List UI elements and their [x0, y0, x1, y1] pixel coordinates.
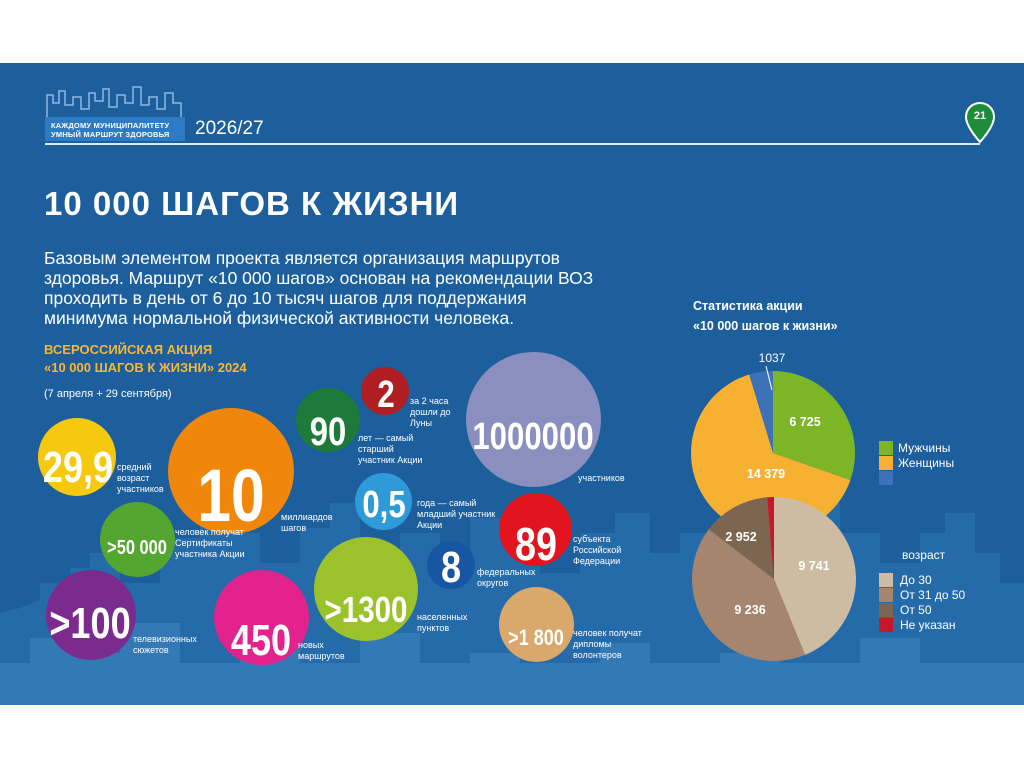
bubble-youngest-value: 0,5: [362, 484, 406, 526]
legend-swatch-men: [879, 441, 893, 455]
bubble-moon-label: за 2 часа дошли до Луны: [410, 396, 451, 428]
pie2-slice-over50: [708, 497, 774, 579]
legend-unknown: Не указан: [900, 618, 956, 632]
bubble-steps-value: 10: [197, 454, 265, 537]
legend-women: Женщины: [898, 456, 955, 470]
stats-title: Статистика акции «10 000 шагов к жизни»: [693, 296, 838, 336]
bubble-districts-label: федеральных округов: [477, 567, 536, 588]
page-number: 21: [973, 110, 987, 122]
legend-swatch-women: [879, 456, 893, 470]
bubble-subjects-value: 89: [515, 518, 557, 570]
header-line-1: КАЖДОМУ МУНИЦИПАЛИТЕТУ: [51, 121, 170, 130]
bubble-age-label: средний возраст участников: [117, 462, 164, 494]
pie1-slice-men: [773, 371, 856, 481]
bubble-age-value: 29,9: [42, 443, 114, 492]
bubble-settlements: [314, 537, 418, 641]
bubble-tv-value: >100: [49, 599, 131, 648]
bubble-moon-value: 2: [377, 374, 395, 416]
legend-swatch-unknown: [879, 618, 893, 632]
bubble-subjects: [499, 493, 572, 566]
bubble-districts-value: 8: [440, 543, 462, 592]
bubble-subjects-label: субъекта Российской Федерации: [573, 534, 622, 566]
bubble-certs: [100, 502, 175, 577]
pie1-label-women: 14 379: [746, 467, 786, 481]
bubble-districts: [427, 541, 475, 589]
bubble-oldest-label: лет — самый старший участник Акции: [358, 433, 423, 465]
legend-under30: До 30: [900, 573, 932, 587]
header-year: 2026/27: [195, 118, 264, 139]
bubble-volunteers-value: >1 800: [508, 625, 564, 650]
action-heading-line-1: ВСЕРОССИЙСКАЯ АКЦИЯ: [44, 342, 213, 357]
legend-swatch-other: [879, 471, 893, 485]
intro-paragraph: Базовым элементом проекта является орган…: [44, 248, 594, 328]
action-dates: (7 апреля + 29 сентября): [44, 388, 172, 400]
pie2-slice-31-50: [691, 529, 806, 662]
pie1-slice-other: [749, 371, 773, 453]
bubble-tv: [46, 570, 136, 660]
bubble-youngest: [355, 473, 412, 530]
pie1-label-other: 1037: [758, 351, 786, 365]
legend-31-50: От 31 до 50: [900, 588, 966, 602]
legend-over50: От 50: [900, 603, 932, 617]
stats-title-line-1: Статистика акции: [693, 299, 803, 313]
pie1-leader-line: [765, 365, 773, 391]
bubble-youngest-label: года — самый младший участник Акции: [417, 498, 496, 530]
pie2-label-over50: 2 952: [725, 530, 757, 544]
bubble-oldest-value: 90: [309, 410, 347, 454]
bubble-certs-label: человек получат Сертификаты участника Ак…: [175, 527, 245, 559]
bubble-settlements-label: населенных пунктов: [417, 612, 468, 633]
legend-swatch-over50: [879, 603, 893, 617]
stats-title-line-2: «10 000 шагов к жизни»: [693, 319, 838, 333]
bubble-steps: [168, 408, 294, 534]
bubble-moon: [361, 367, 409, 415]
pie2-label-under30: 9 741: [798, 559, 830, 573]
header-divider: [45, 143, 980, 145]
bubble-certs-value: >50 000: [107, 537, 167, 559]
pie1-slice-women: [690, 374, 851, 535]
header-buildings-icon: [46, 86, 182, 117]
bubble-participants-label: участников: [578, 473, 625, 483]
legend-men: Мужчины: [898, 441, 951, 455]
bubble-volunteers: [499, 587, 574, 662]
bubble-settlements-value: >1300: [324, 589, 408, 630]
legend-age-title: возраст: [902, 548, 946, 562]
action-heading: ВСЕРОССИЙСКАЯ АКЦИЯ «10 000 ШАГОВ К ЖИЗН…: [44, 341, 247, 377]
action-heading-line-2: «10 000 ШАГОВ К ЖИЗНИ» 2024: [44, 360, 247, 375]
legend-swatch-31-50: [879, 588, 893, 602]
bubble-age: [38, 418, 116, 496]
map-pin-icon: [964, 101, 996, 144]
bubble-tv-label: телевизионных сюжетов: [133, 634, 197, 655]
header-line-2: УМНЫЙ МАРШРУТ ЗДОРОВЬЯ: [51, 130, 170, 139]
bubble-oldest: [296, 388, 360, 452]
pie2-label-31-50: 9 236: [734, 603, 766, 617]
legend-swatch-under30: [879, 573, 893, 587]
bubble-volunteers-label: человек получат дипломы волонтеров: [573, 628, 642, 660]
page-title: 10 000 ШАГОВ К ЖИЗНИ: [44, 185, 460, 222]
bubble-participants: [466, 352, 601, 487]
bubble-routes-label: новых маршрутов: [298, 640, 345, 661]
pie2-slice-unknown: [767, 497, 774, 579]
bubble-routes: [214, 570, 309, 665]
bubble-steps-label: миллиардов шагов: [281, 512, 333, 533]
page-number-pin: 21: [964, 101, 996, 149]
bubble-routes-value: 450: [230, 616, 292, 665]
pie1-label-men: 6 725: [789, 415, 821, 429]
pie2-slice-under30: [774, 497, 857, 655]
header-brand-box: КАЖДОМУ МУНИЦИПАЛИТЕТУ УМНЫЙ МАРШРУТ ЗДО…: [45, 117, 185, 141]
bubble-participants-value: 1000000: [472, 416, 594, 458]
